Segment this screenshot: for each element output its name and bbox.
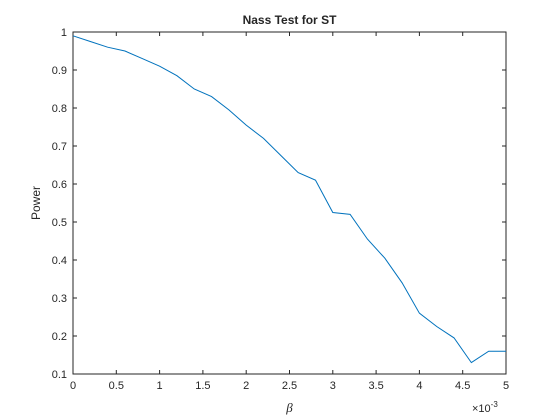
y-tick-label: 0.8: [52, 103, 67, 115]
x-tick-label: 3.5: [368, 380, 383, 392]
x-tick-label: 5: [503, 380, 509, 392]
y-tick-label: 0.2: [52, 331, 67, 343]
x-tick-label: 0: [70, 380, 76, 392]
y-tick-label: 0.3: [52, 293, 67, 305]
data-line: [72, 35, 506, 364]
x-tick-label: 4: [416, 380, 422, 392]
y-tick-label: 0.7: [52, 141, 67, 153]
x-multiplier-exponent: -3: [491, 400, 499, 409]
x-tick-label: 4.5: [455, 380, 470, 392]
x-tick-label: 2.5: [282, 380, 297, 392]
y-tick-label: 0.6: [52, 179, 67, 191]
y-axis-label: Power: [29, 186, 43, 220]
chart-title: Nass Test for ST: [243, 13, 337, 27]
x-tick-label: 2: [243, 380, 249, 392]
y-tick-label: 1: [61, 27, 67, 39]
x-tick-label: 1.5: [195, 380, 210, 392]
x-tick-label: 1: [157, 380, 163, 392]
x-tick-label: 3: [330, 380, 336, 392]
y-tick-label: 0.9: [52, 65, 67, 77]
x-multiplier-base: ×10: [472, 403, 491, 415]
y-tick-label: 0.4: [52, 255, 67, 267]
y-tick-label: 0.5: [52, 217, 67, 229]
x-multiplier: ×10-3: [472, 400, 498, 415]
y-tick-label: 0.1: [52, 369, 67, 381]
axes-box: [72, 31, 507, 375]
x-axis-label: β: [285, 400, 293, 415]
x-tick-label: 0.5: [109, 380, 124, 392]
